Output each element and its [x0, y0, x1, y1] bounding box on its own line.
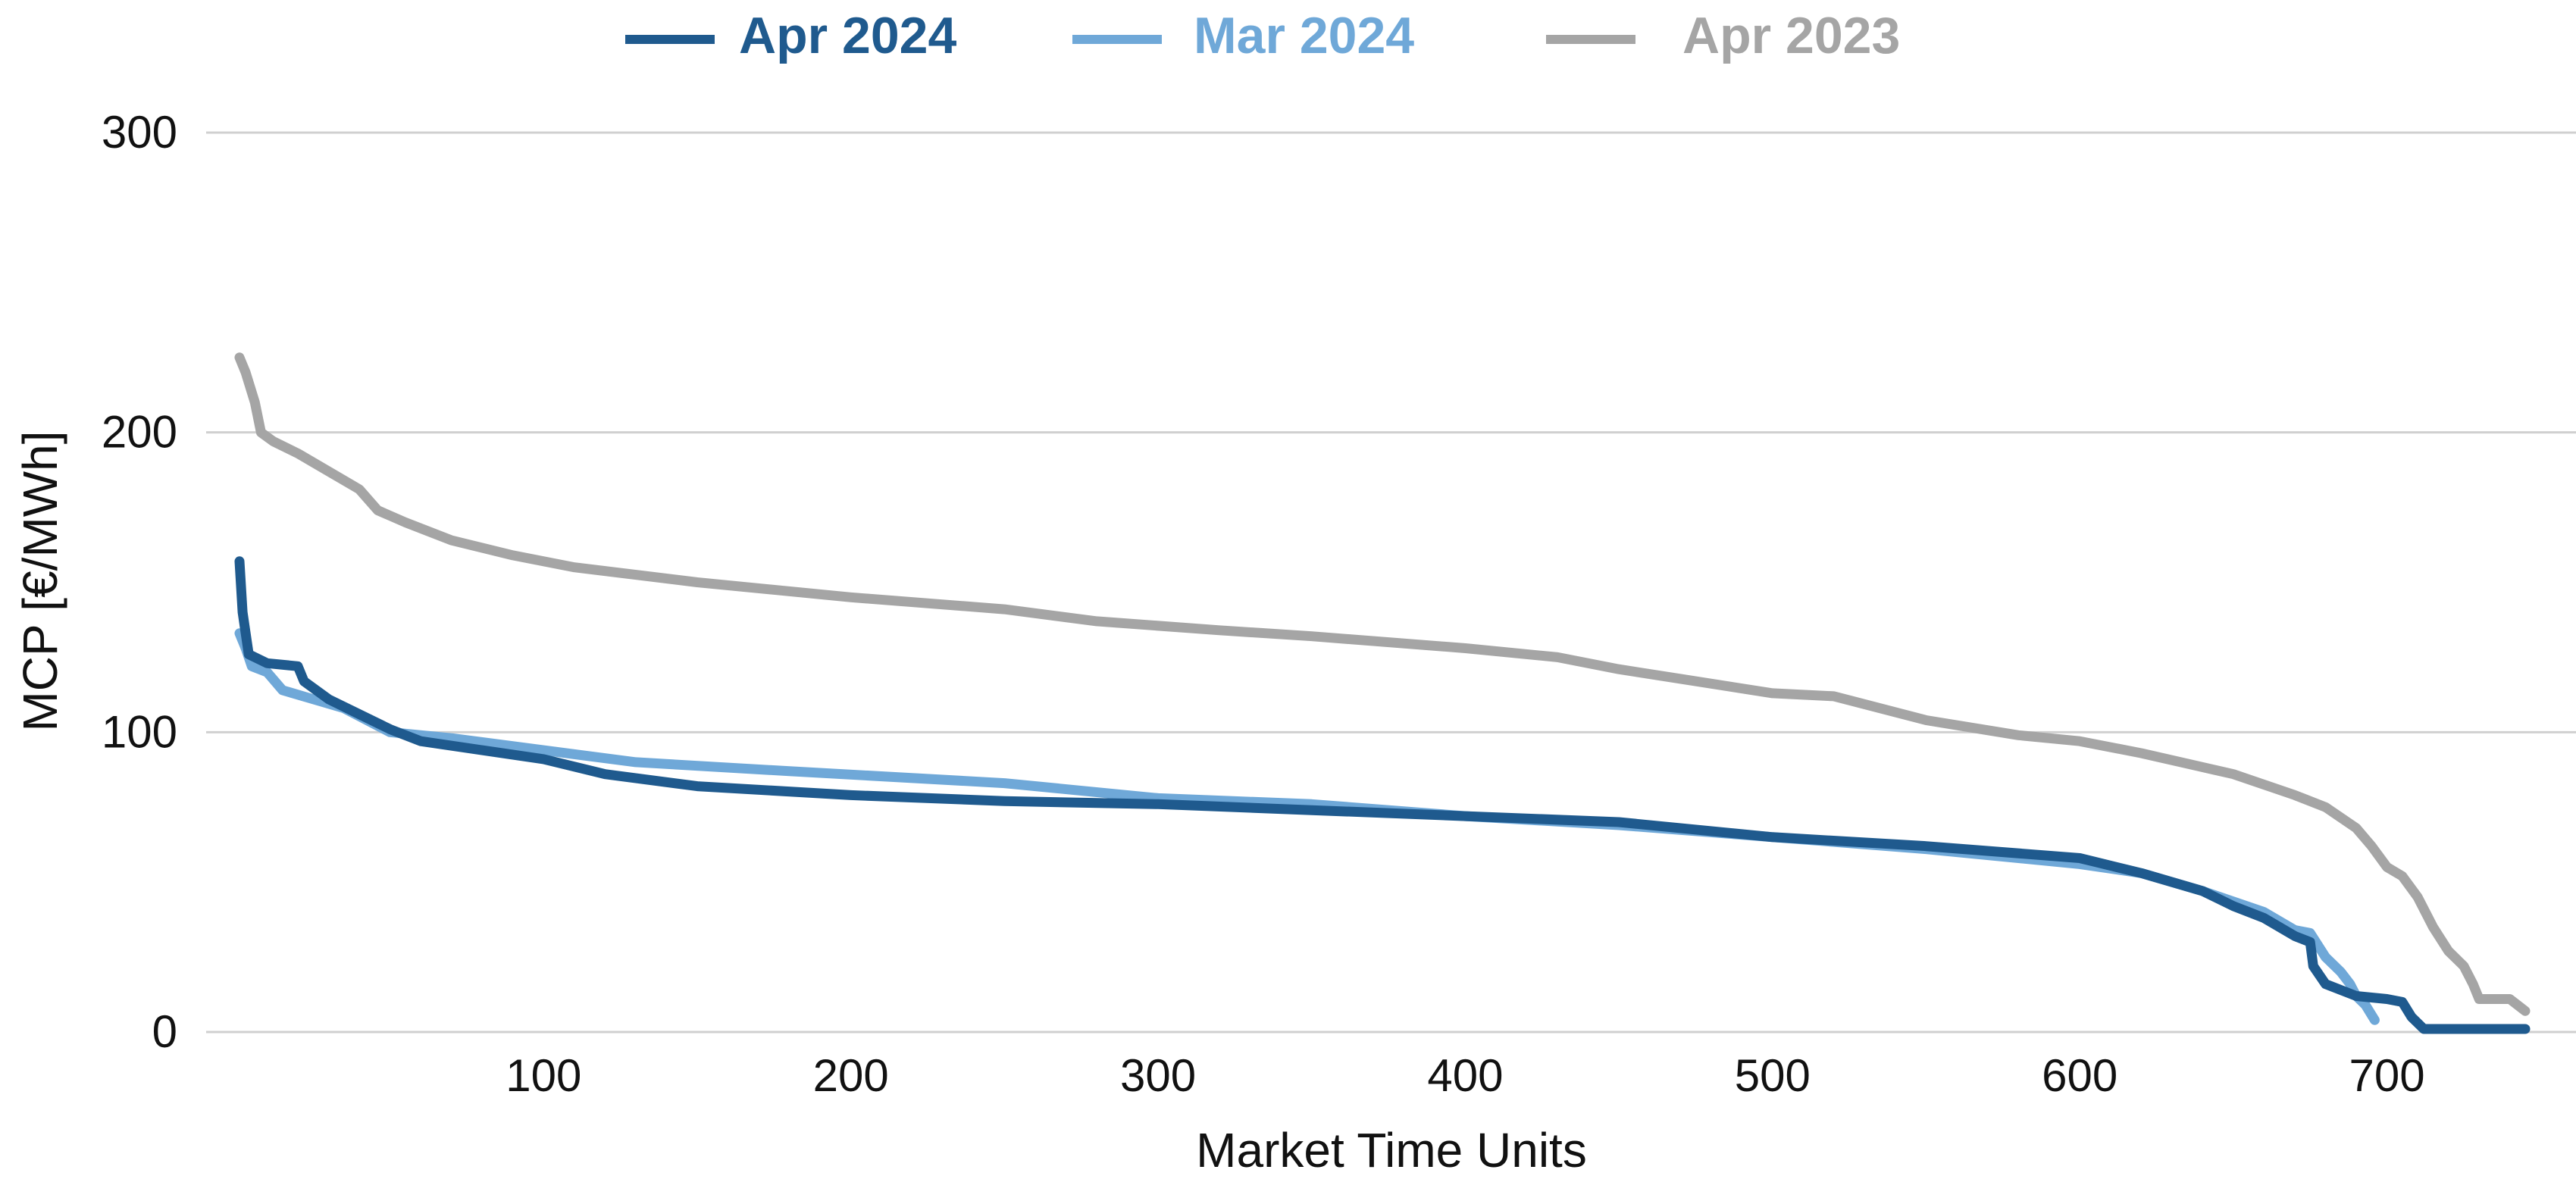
y-axis-ticks: 0 100 200 300: [102, 107, 177, 1057]
series-line-mar-2024: [234, 628, 2380, 1025]
legend: Apr 2024 Mar 2024 Apr 2023: [625, 7, 1900, 64]
x-axis-title: Market Time Units: [1196, 1123, 1587, 1177]
series-line-apr-2024: [234, 556, 2531, 1034]
x-tick-label: 700: [2349, 1050, 2425, 1101]
x-tick-label: 600: [2042, 1050, 2117, 1101]
x-tick-label: 400: [1427, 1050, 1503, 1101]
y-tick-label: 0: [152, 1006, 177, 1057]
x-tick-label: 300: [1120, 1050, 1196, 1101]
y-tick-label: 100: [102, 706, 177, 757]
x-axis-ticks: 100 200 300 400 500 600 700: [505, 1050, 2424, 1101]
legend-label: Apr 2024: [739, 7, 956, 64]
series-lines: [234, 352, 2531, 1034]
y-tick-label: 300: [102, 107, 177, 158]
y-tick-label: 200: [102, 407, 177, 458]
x-tick-label: 100: [505, 1050, 581, 1101]
legend-label: Mar 2024: [1194, 7, 1414, 64]
gridlines: [206, 131, 2576, 1034]
y-axis-title: MCP [€/MWh]: [13, 430, 67, 731]
x-tick-label: 200: [813, 1050, 889, 1101]
series-line-apr-2023: [234, 352, 2531, 1016]
legend-label: Apr 2023: [1682, 7, 1900, 64]
x-tick-label: 500: [1735, 1050, 1811, 1101]
